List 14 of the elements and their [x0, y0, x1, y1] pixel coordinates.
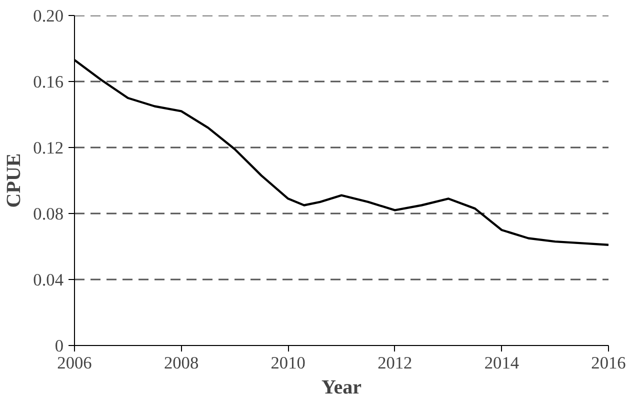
x-tick-label: 2016 — [591, 354, 626, 372]
y-tick-label: 0.04 — [33, 270, 64, 290]
x-tick-label: 2010 — [270, 354, 306, 372]
y-tick-label: 0.12 — [33, 138, 64, 158]
x-axis-title: Year — [322, 376, 362, 398]
x-tick-label: 2012 — [378, 354, 412, 372]
x-tick-label: 2006 — [57, 354, 92, 372]
y-axis-title: CPUE — [3, 153, 26, 208]
x-tick-label: 2008 — [164, 354, 199, 372]
y-tick-label: 0 — [54, 336, 64, 356]
y-tick-label: 0.20 — [33, 6, 64, 26]
x-tick-label: 2014 — [484, 354, 520, 372]
y-tick-label: 0.08 — [33, 204, 64, 224]
y-tick-label: 0.16 — [33, 72, 64, 92]
